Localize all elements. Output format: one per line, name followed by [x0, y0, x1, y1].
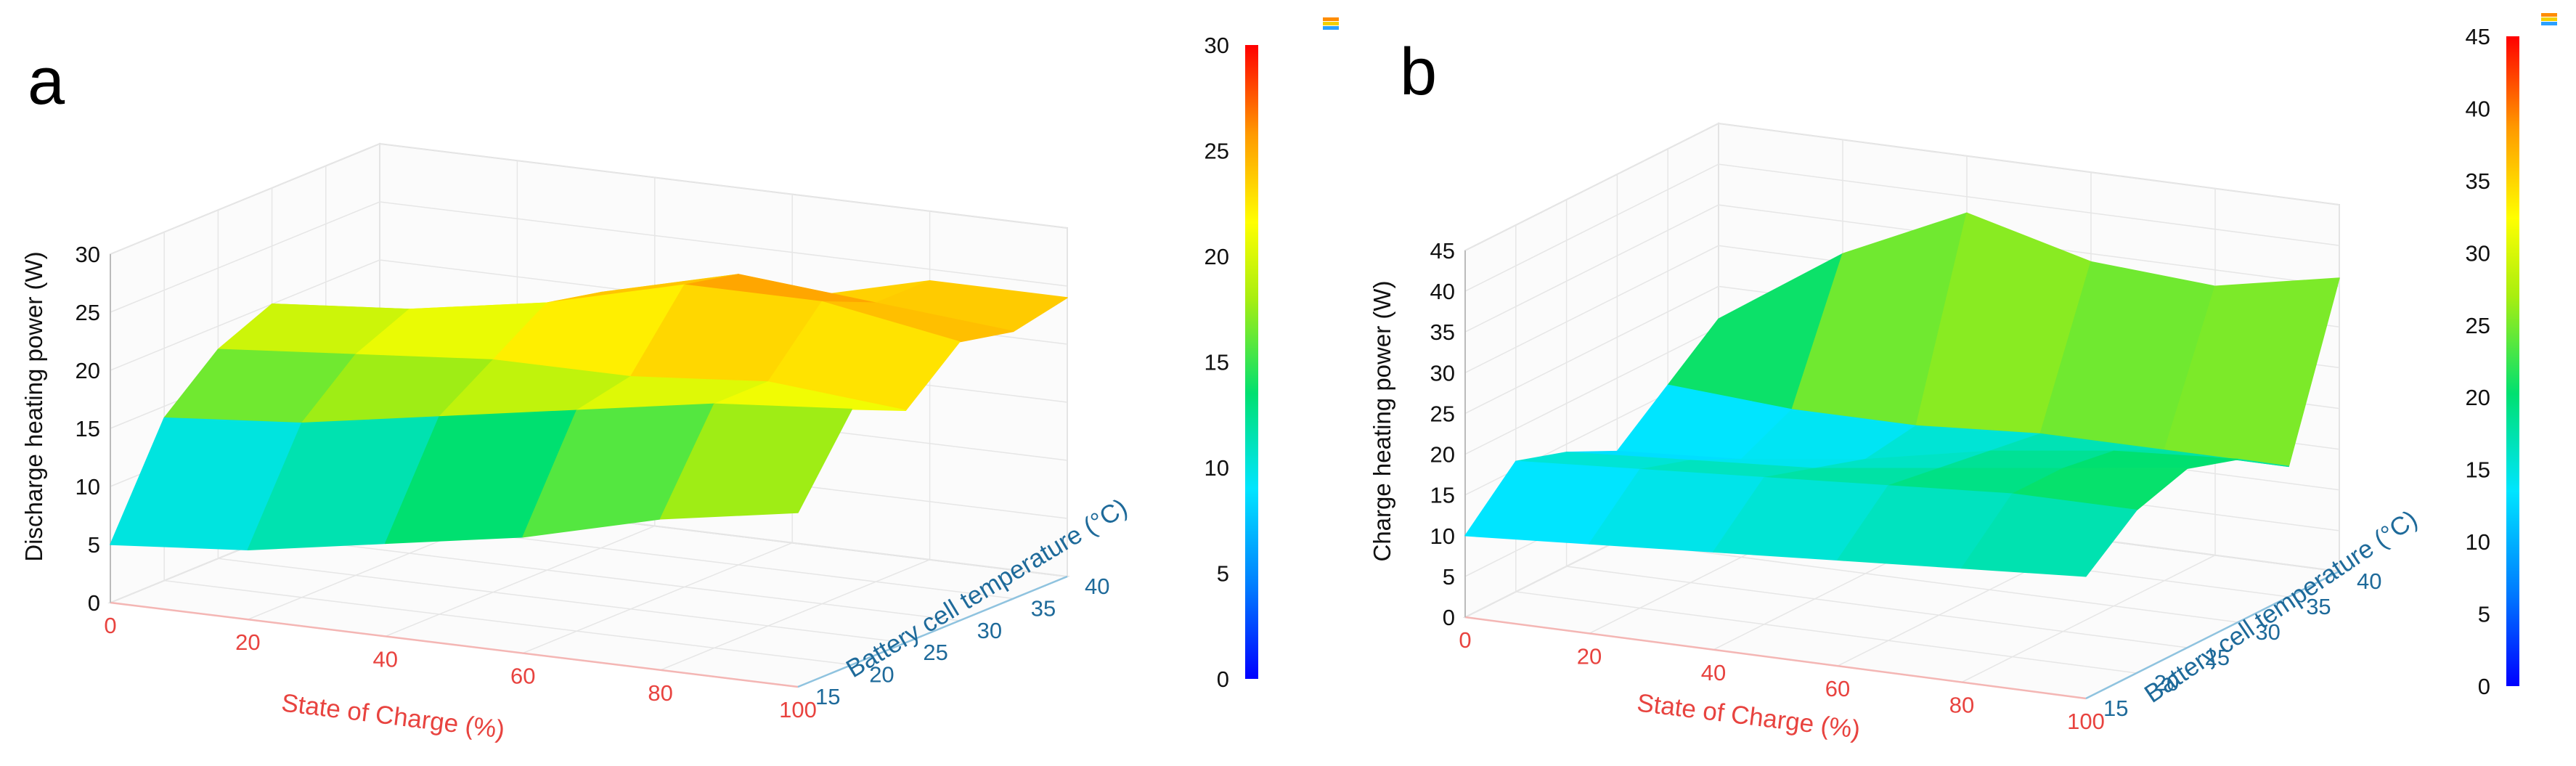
- x-axis-line: [1464, 616, 2087, 700]
- y-tick-label: 30: [2255, 619, 2280, 645]
- panel-letter: b: [1400, 35, 1437, 109]
- chart-b: b051015202530354045020406080100152025303…: [1369, 13, 2557, 744]
- x-tick-label: 0: [104, 613, 116, 638]
- y-tick-label: 35: [1031, 595, 1056, 621]
- gridline-z: [1464, 163, 2340, 292]
- legend-icon-bar: [1323, 26, 1339, 30]
- z-tick-label: 30: [1430, 360, 1455, 386]
- x-tick-label: 60: [510, 664, 535, 689]
- z-axis-title: Discharge heating power (W): [20, 251, 47, 561]
- z-tick-label: 5: [1443, 564, 1455, 590]
- axis-lines: [1464, 250, 2340, 700]
- z-tick-label: 25: [76, 300, 100, 325]
- panel-letter: a: [28, 44, 65, 118]
- x-tick-label: 80: [648, 680, 672, 706]
- colorbar-tick-label: 10: [1205, 455, 1229, 481]
- colorbar-tick-label: 25: [1205, 139, 1229, 164]
- z-axis-title: Charge heating power (W): [1369, 280, 1395, 561]
- x-tick-label: 20: [1577, 643, 1602, 669]
- y-tick-label: 30: [977, 618, 1002, 643]
- z-tick-labels: 0 5 10 15 20 25 30 35 40 45: [1430, 238, 1455, 630]
- surface-patch: [659, 403, 852, 520]
- z-tick-label: 0: [1443, 605, 1455, 630]
- colorbar-tick-label: 5: [2478, 602, 2490, 627]
- gridline-z: [110, 143, 1068, 255]
- legend-icon-bar: [1323, 22, 1339, 25]
- colorbar-tick-label: 0: [1217, 667, 1229, 692]
- y-tick-labels: 15 20 25 30 35 40: [815, 574, 1109, 709]
- z-tick-label: 25: [1430, 401, 1455, 426]
- colorbar-tick-label: 25: [2466, 313, 2490, 338]
- x-tick-label: 40: [1701, 660, 1726, 685]
- colorbar-tick-label: 35: [2466, 168, 2490, 194]
- y-tick-label: 25: [923, 640, 947, 665]
- legend-icon: [2541, 13, 2557, 25]
- legend-icon-bar: [2541, 22, 2557, 25]
- colorbar-tick-label: 30: [2466, 240, 2490, 266]
- x-axis-line: [110, 601, 799, 688]
- legend-icon-bar: [2541, 17, 2557, 21]
- colorbar-tick-label: 30: [1205, 33, 1229, 58]
- z-tick-label: 20: [1430, 442, 1455, 468]
- colorbar-tick-label: 40: [2466, 96, 2490, 121]
- y-tick-label: 35: [2306, 594, 2331, 619]
- colorbar-gradient: [1245, 45, 1258, 679]
- x-tick-label: 60: [1825, 676, 1850, 701]
- z-tick-label: 30: [76, 242, 100, 267]
- z-tick-labels: 0 5 10 15 20 25 30: [76, 242, 100, 616]
- colorbar: 0 5 10 15 20 25 30: [1205, 33, 1258, 692]
- x-tick-labels: 0 20 40 60 80 100: [104, 613, 816, 722]
- z-tick-label: 15: [76, 416, 100, 441]
- x-tick-labels: 0 20 40 60 80 100: [1459, 627, 2104, 734]
- gridline-z: [1464, 204, 2340, 333]
- colorbar-tick-label: 5: [1217, 561, 1229, 587]
- colorbar: 0 5 10 15 20 25 30 35 40 45: [2466, 24, 2519, 699]
- colorbar-tick-label: 15: [2466, 457, 2490, 483]
- surface-patch: [1961, 493, 2137, 577]
- y-tick-label: 20: [869, 662, 894, 688]
- colorbar-gradient: [2506, 36, 2519, 686]
- colorbar-tick-label: 20: [1205, 244, 1229, 269]
- surface: [110, 274, 1068, 550]
- z-tick-label: 5: [88, 532, 100, 558]
- z-tick-label: 40: [1430, 279, 1455, 304]
- x-tick-label: 80: [1949, 693, 1974, 718]
- y-tick-label: 40: [2357, 569, 2381, 594]
- colorbar-tick-label: 10: [2466, 529, 2490, 555]
- x-tick-label: 40: [373, 646, 398, 672]
- gridline-z: [1464, 123, 2340, 251]
- y-tick-labels: 15 20 25 30 35 40: [2103, 569, 2381, 721]
- x-tick-label: 0: [1459, 627, 1471, 653]
- y-tick-label: 40: [1085, 574, 1109, 599]
- z-tick-label: 10: [1430, 523, 1455, 549]
- y-tick-label: 15: [815, 684, 840, 709]
- y-tick-label: 15: [2103, 696, 2128, 721]
- gridline-z: [110, 201, 1068, 313]
- y-axis-line: [2085, 570, 2340, 700]
- legend-icon-bar: [2541, 13, 2557, 17]
- z-tick-label: 10: [76, 474, 100, 500]
- colorbar-tick-label: 0: [2478, 674, 2490, 699]
- z-tick-label: 20: [76, 358, 100, 383]
- colorbar-tick-label: 45: [2466, 24, 2490, 49]
- x-tick-label: 20: [235, 629, 260, 655]
- x-axis-title: State of Charge (%): [280, 688, 507, 743]
- legend-icon-bar: [1323, 17, 1339, 21]
- chart-a: a051015202530020406080100152025303540Dis…: [20, 17, 1339, 744]
- colorbar-tick-label: 20: [2466, 385, 2490, 410]
- x-tick-label: 100: [779, 697, 817, 722]
- y-axis-line: [797, 575, 1068, 688]
- colorbar-tick-label: 15: [1205, 350, 1229, 375]
- z-tick-label: 35: [1430, 319, 1455, 345]
- legend-icon: [1323, 17, 1339, 30]
- y-tick-label: 25: [2205, 645, 2230, 670]
- z-tick-label: 45: [1430, 238, 1455, 264]
- x-tick-label: 100: [2067, 709, 2105, 734]
- z-tick-label: 15: [1430, 483, 1455, 508]
- y-tick-label: 20: [2154, 670, 2179, 696]
- surface: [1464, 212, 2340, 577]
- z-tick-label: 0: [88, 590, 100, 616]
